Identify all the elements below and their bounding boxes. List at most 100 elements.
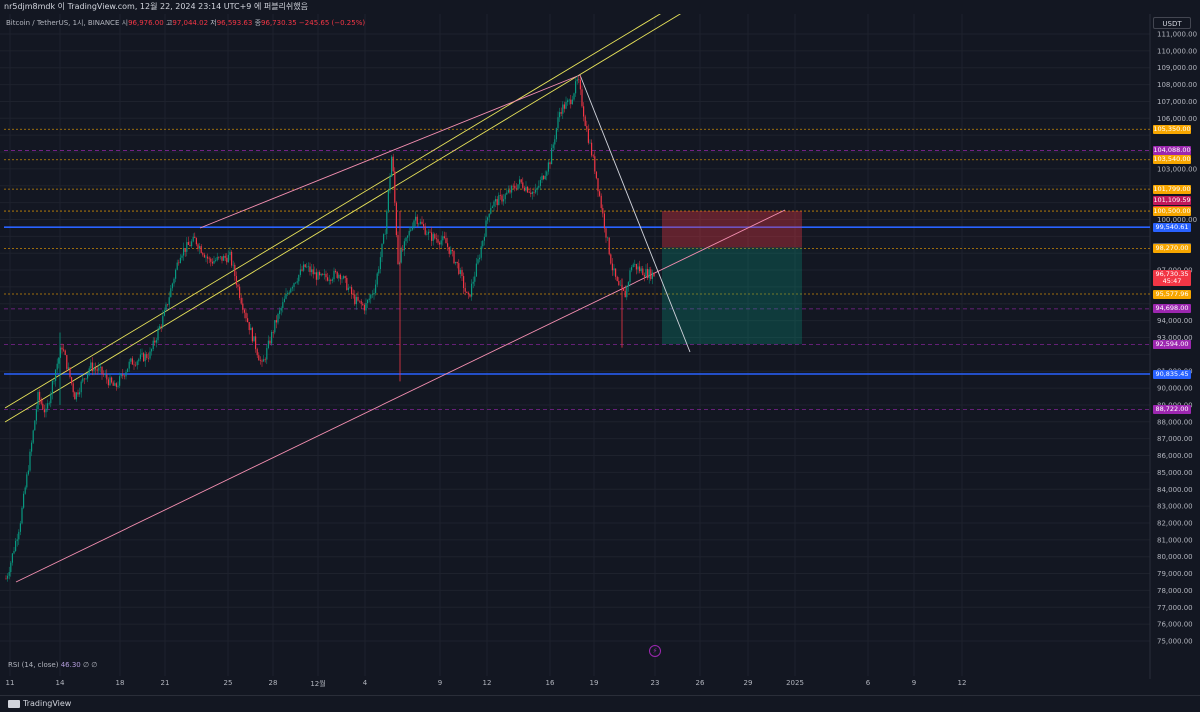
- candle-body: [523, 187, 525, 191]
- candle-body: [136, 361, 138, 366]
- candle-body: [43, 409, 45, 413]
- candle-body: [397, 235, 399, 265]
- candle-body: [111, 377, 113, 383]
- candle-body: [10, 562, 12, 573]
- candle-body: [597, 178, 599, 192]
- candle-body: [455, 261, 457, 264]
- lightning-icon[interactable]: ⚡: [649, 645, 661, 657]
- candle-body: [99, 366, 101, 368]
- candle-body: [530, 192, 532, 195]
- candle-body: [242, 303, 244, 310]
- open-value: 96,976.00: [128, 19, 164, 27]
- price-tag: 98,270.00: [1153, 244, 1191, 254]
- candle-body: [120, 374, 122, 377]
- price-tag: 105,350.00: [1153, 124, 1191, 134]
- candle-body: [248, 322, 250, 331]
- candle-body: [272, 332, 274, 333]
- time-tick-label: 21: [160, 679, 170, 687]
- open-label: 시: [121, 19, 129, 27]
- candle-body: [544, 175, 546, 180]
- candle-body: [181, 255, 183, 258]
- candle-body: [611, 263, 613, 271]
- candle-body: [368, 298, 370, 300]
- price-tick-label: 93,000.00: [1157, 334, 1193, 342]
- trend-line-descending: [579, 74, 691, 353]
- candle-body: [175, 269, 177, 279]
- rsi-value: 46.30: [60, 661, 81, 669]
- candle-body: [219, 256, 221, 258]
- price-tag: 88,722.00: [1153, 405, 1191, 415]
- candle-body: [19, 523, 21, 532]
- candle-body: [306, 266, 308, 268]
- candle-body: [421, 221, 423, 225]
- candle-body: [336, 271, 338, 278]
- candle-body: [613, 268, 615, 271]
- candle-body: [581, 89, 583, 107]
- candle-body: [575, 81, 577, 94]
- currency-selector[interactable]: USDT: [1153, 17, 1191, 29]
- candle-body: [362, 303, 364, 305]
- time-axis[interactable]: 11 14 18 21 25 28 12월 4 9 12 16 19 23 26 29 2025 6 9 12: [0, 679, 1150, 691]
- candle-body: [578, 79, 580, 80]
- candle-body: [647, 268, 649, 279]
- price-tick-label: 108,000.00: [1157, 81, 1197, 89]
- candle-body: [333, 270, 335, 280]
- candle-body: [648, 269, 650, 279]
- candle-body: [594, 156, 596, 172]
- candle-body: [432, 234, 434, 241]
- candle-body: [176, 262, 178, 270]
- candle-body: [42, 403, 44, 410]
- candle-body: [600, 195, 602, 209]
- candle-body: [509, 190, 511, 193]
- candle-body: [283, 298, 285, 303]
- candle-body: [605, 228, 607, 238]
- price-chart[interactable]: 111,000.00 110,000.00 109,000.00 108,000.00…: [0, 14, 1200, 679]
- candle-body: [375, 284, 377, 293]
- candle-body: [96, 369, 98, 371]
- candle-body: [154, 340, 156, 343]
- candle-body: [309, 266, 311, 273]
- candle-body: [303, 264, 305, 271]
- candle-body: [560, 112, 562, 114]
- price-tag: 45:47: [1153, 277, 1191, 287]
- candle-body: [311, 269, 313, 273]
- candle-body: [557, 117, 559, 129]
- candle-body: [624, 290, 626, 298]
- candle-body: [395, 202, 397, 236]
- candle-body: [247, 318, 249, 323]
- candle-body: [541, 175, 543, 181]
- candle-body: [184, 248, 186, 252]
- candle-body: [338, 274, 340, 278]
- candle-body: [469, 294, 471, 297]
- candle-body: [471, 283, 473, 297]
- candle-body: [157, 329, 159, 341]
- tradingview-logo[interactable]: TradingView: [8, 699, 71, 708]
- brand-name: TradingView: [23, 699, 72, 708]
- price-tick-label: 109,000.00: [1157, 64, 1197, 72]
- candle-body: [427, 231, 429, 235]
- candle-body: [495, 199, 497, 202]
- price-tag: 103,540.00: [1153, 155, 1191, 165]
- candle-body: [66, 355, 68, 369]
- price-tick-label: 83,000.00: [1157, 503, 1193, 511]
- candle-body: [271, 332, 273, 344]
- candle-body: [183, 248, 185, 256]
- high-value: 97,044.02: [172, 19, 209, 27]
- candle-body: [496, 199, 498, 206]
- candle-body: [429, 231, 431, 233]
- candle-body: [112, 382, 114, 386]
- channel-line-yellow-upper: [4, 14, 682, 423]
- candle-body: [435, 238, 437, 240]
- candle-body: [533, 191, 535, 193]
- candle-body: [610, 254, 612, 264]
- candle-body: [243, 309, 245, 313]
- time-tick-label: 28: [268, 679, 278, 687]
- candle-body: [240, 297, 242, 304]
- candle-body: [360, 300, 362, 304]
- candle-body: [629, 270, 631, 283]
- candle-body: [315, 272, 317, 280]
- candle-body: [95, 368, 97, 370]
- candle-body: [232, 264, 234, 266]
- candle-body: [370, 294, 372, 299]
- candle-body: [527, 186, 529, 193]
